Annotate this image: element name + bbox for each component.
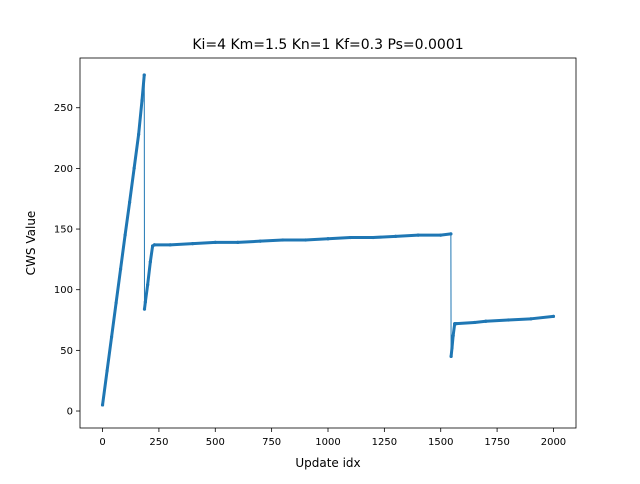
y-tick-label: 150	[54, 225, 73, 236]
data-point	[439, 233, 443, 237]
chart-title: Ki=4 Km=1.5 Kn=1 Kf=0.3 Ps=0.0001	[192, 37, 463, 53]
series-marker-band	[119, 233, 127, 271]
data-point	[506, 318, 510, 322]
data-point	[394, 234, 398, 238]
series-marker-band	[484, 318, 510, 323]
data-point	[140, 98, 144, 103]
data-point	[416, 233, 420, 237]
series-marker-band	[101, 369, 109, 407]
data-point	[484, 319, 488, 323]
x-tick-label: 1500	[428, 437, 453, 448]
data-point	[449, 354, 453, 359]
series-marker-band	[258, 238, 285, 243]
data-point	[451, 334, 455, 338]
data-point	[128, 200, 132, 204]
x-tick-label: 500	[206, 437, 225, 448]
data-point	[303, 238, 308, 242]
series-marker-band	[123, 200, 132, 237]
x-tick-label: 750	[262, 437, 281, 448]
series-marker-band	[140, 73, 146, 102]
x-tick-label: 2000	[541, 437, 566, 448]
series-marker-band	[146, 260, 152, 287]
data-point	[281, 238, 285, 242]
series-marker-band	[110, 301, 118, 339]
data-point	[142, 73, 146, 77]
data-point	[191, 242, 195, 246]
data-point	[449, 232, 453, 236]
data-point	[148, 260, 152, 264]
x-tick-label: 1750	[484, 437, 509, 448]
data-point	[123, 233, 127, 237]
data-point	[118, 267, 123, 271]
series-marker-band	[128, 166, 136, 204]
x-axis-label: Update idx	[295, 456, 360, 470]
data-point	[348, 235, 353, 240]
data-point	[152, 243, 156, 247]
series-marker-band	[303, 237, 330, 242]
data-point	[450, 346, 454, 350]
data-point	[454, 322, 459, 326]
series-marker-band	[451, 322, 457, 338]
data-point	[114, 301, 118, 305]
data-point	[100, 403, 105, 407]
y-tick-label: 50	[60, 346, 73, 357]
series-marker-band	[450, 334, 455, 350]
series-marker-band	[506, 317, 533, 322]
data-point	[168, 243, 172, 247]
series-marker-band	[439, 232, 453, 237]
series-marker-band	[473, 319, 488, 324]
series-marker-band	[168, 242, 195, 247]
series-marker-band	[529, 314, 555, 321]
data-point	[551, 314, 556, 318]
y-tick-label: 100	[54, 285, 73, 296]
y-tick-label: 200	[54, 164, 73, 175]
data-point	[529, 317, 533, 321]
series-marker-band	[394, 233, 420, 238]
series-marker-band	[143, 283, 150, 304]
series-marker-band	[148, 244, 155, 264]
y-axis-label: CWS Value	[24, 211, 38, 276]
x-tick-label: 1250	[372, 437, 397, 448]
data-point	[105, 369, 109, 373]
series-marker-band	[137, 98, 144, 136]
data-point	[142, 307, 147, 311]
x-tick-label: 250	[149, 437, 168, 448]
data-point	[213, 240, 217, 244]
data-point	[371, 235, 375, 240]
series-marker-band	[326, 236, 353, 241]
data-point	[143, 300, 147, 304]
series-marker-band	[455, 320, 477, 326]
series-marker-band	[114, 267, 123, 305]
data-point	[258, 239, 262, 243]
series-marker-band	[371, 234, 398, 240]
data-point	[472, 320, 477, 325]
data-point	[146, 283, 150, 287]
data-point	[236, 240, 240, 244]
x-tick-label: 1000	[315, 437, 340, 448]
data-point	[326, 237, 330, 241]
data-point	[132, 166, 136, 170]
data-point	[109, 335, 114, 339]
series-marker-band	[191, 240, 217, 246]
series-layer	[100, 73, 556, 407]
series-marker-band	[132, 132, 141, 170]
y-tick-label: 250	[54, 103, 73, 114]
series-marker-band	[105, 335, 114, 373]
y-axis-ticks: 0 50 100 150 200 250	[54, 103, 80, 418]
y-tick-label: 0	[67, 407, 73, 418]
series-marker-band	[236, 239, 262, 244]
x-axis-ticks: 0 250 500 750 1000 1250 1500 1750 2000	[99, 428, 566, 448]
data-point	[137, 132, 141, 137]
x-tick-label: 0	[99, 437, 105, 448]
